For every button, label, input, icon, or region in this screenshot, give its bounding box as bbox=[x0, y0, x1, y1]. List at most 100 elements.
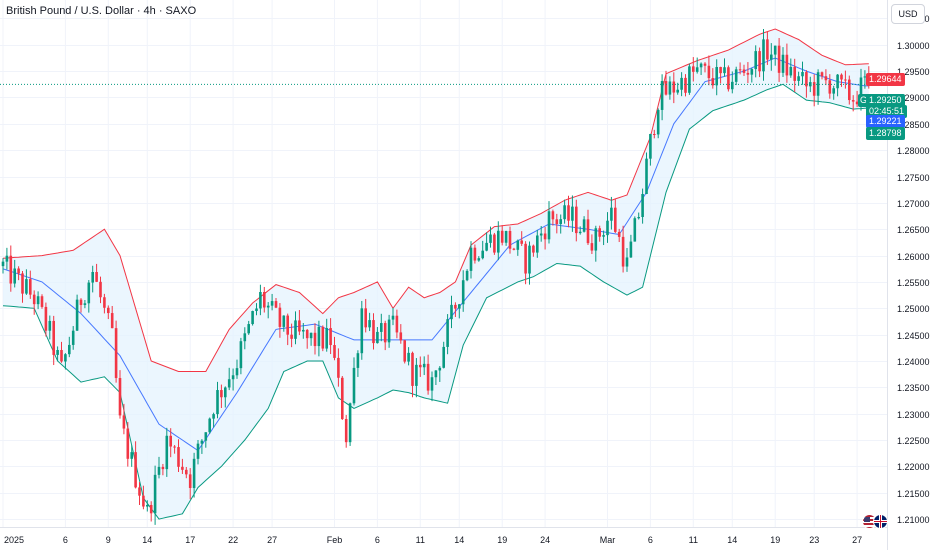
x-tick-label: 19 bbox=[497, 535, 507, 545]
candle-body bbox=[731, 81, 734, 90]
candle-body bbox=[263, 292, 266, 308]
currency-flags[interactable] bbox=[862, 514, 890, 530]
candle-body bbox=[575, 206, 578, 234]
candle-body bbox=[391, 315, 395, 320]
price-axis[interactable]: 1.21000 1.21500 1.22000 1.22500 1.23000 1.235… bbox=[897, 14, 930, 525]
candle-body bbox=[282, 315, 286, 327]
candle-body bbox=[196, 443, 200, 459]
y-tick-label: 1.26500 bbox=[897, 225, 930, 235]
candle-body bbox=[734, 69, 738, 82]
candle-body bbox=[840, 74, 843, 80]
x-tick-label: 22 bbox=[228, 535, 238, 545]
currency-button[interactable]: USD bbox=[891, 4, 925, 24]
candle-body bbox=[446, 319, 449, 347]
candle-body bbox=[231, 375, 235, 380]
candle-body bbox=[270, 301, 274, 306]
y-tick-label: 1.22000 bbox=[897, 462, 930, 472]
candle-body bbox=[259, 292, 262, 309]
candle-body bbox=[21, 273, 24, 294]
candle-body bbox=[185, 469, 188, 475]
candle-body bbox=[235, 368, 239, 376]
candle-body bbox=[481, 250, 484, 259]
candle-body bbox=[656, 109, 660, 135]
candle-body bbox=[625, 257, 629, 267]
candle-body bbox=[1, 261, 5, 267]
candle-body bbox=[165, 435, 169, 470]
candle-body bbox=[224, 387, 227, 398]
candle-body bbox=[169, 435, 172, 447]
candle-body bbox=[465, 270, 469, 281]
candle-body bbox=[602, 235, 605, 237]
bollinger-upper-line bbox=[2, 28, 869, 372]
y-tick-label: 1.28500 bbox=[897, 120, 930, 130]
candle-body bbox=[668, 81, 672, 95]
candle-body bbox=[372, 320, 375, 344]
candle-body bbox=[851, 100, 855, 102]
candle-body bbox=[122, 415, 126, 429]
candle-body bbox=[87, 282, 91, 304]
candle-body bbox=[243, 333, 247, 342]
candle-body bbox=[419, 364, 422, 368]
candle-body bbox=[777, 45, 781, 73]
candle-body bbox=[727, 67, 730, 90]
candle-body bbox=[680, 77, 683, 90]
candle-body bbox=[582, 219, 586, 232]
candle-body bbox=[142, 495, 145, 507]
candle-body bbox=[40, 296, 44, 307]
candle-body bbox=[208, 418, 211, 433]
candle-body bbox=[539, 233, 543, 236]
uk-flag-icon bbox=[873, 514, 888, 529]
candle-body bbox=[383, 323, 387, 343]
candle-body bbox=[493, 234, 496, 253]
candle-body bbox=[422, 363, 426, 368]
candle-body bbox=[649, 134, 652, 159]
candle-body bbox=[684, 77, 687, 93]
x-tick-label: 11 bbox=[689, 535, 698, 545]
candle-body bbox=[430, 377, 434, 391]
candle-body bbox=[227, 379, 231, 388]
candle-body bbox=[146, 504, 149, 507]
y-tick-label: 1.27000 bbox=[897, 199, 930, 209]
candle-body bbox=[723, 67, 726, 74]
candle-body bbox=[438, 367, 442, 371]
y-tick-label: 1.29500 bbox=[897, 67, 930, 77]
candle-body bbox=[177, 447, 180, 467]
candle-body bbox=[356, 353, 360, 368]
candle-body bbox=[216, 390, 219, 415]
time-axis[interactable]: 2025 6 9 14 17 22 27 Feb 6 11 14 19 24 Mar 6 11 14 19 23 27 bbox=[4, 535, 862, 545]
candle-body bbox=[118, 378, 122, 416]
bollinger-band-fill bbox=[3, 29, 869, 520]
candle-body bbox=[454, 304, 457, 309]
candle-body bbox=[781, 54, 785, 73]
candle-body bbox=[360, 308, 364, 354]
candle-body bbox=[44, 306, 48, 331]
candle-body bbox=[594, 228, 598, 251]
candle-body bbox=[516, 240, 520, 250]
candle-body bbox=[298, 320, 301, 332]
x-tick-label: 27 bbox=[852, 535, 862, 545]
basis-price-tag: 1.29221 bbox=[866, 115, 905, 128]
candle-body bbox=[352, 367, 356, 404]
candle-body bbox=[17, 268, 20, 274]
candle-body bbox=[134, 452, 137, 488]
candle-body bbox=[469, 247, 473, 271]
candle-body bbox=[551, 211, 555, 220]
candle-body bbox=[715, 66, 718, 86]
candle-body bbox=[750, 69, 754, 75]
candle-body bbox=[563, 205, 566, 220]
candle-body bbox=[333, 345, 336, 358]
candle-body bbox=[161, 466, 165, 470]
candle-body bbox=[71, 330, 75, 345]
candle-body bbox=[313, 332, 317, 347]
candle-body bbox=[571, 206, 574, 221]
y-tick-label: 1.24000 bbox=[897, 357, 930, 367]
candle-body bbox=[688, 66, 691, 93]
x-tick-label: Feb bbox=[327, 535, 343, 545]
candle-body bbox=[192, 458, 196, 488]
candle-body bbox=[212, 414, 215, 419]
candle-body bbox=[536, 235, 539, 253]
candle-body bbox=[621, 236, 625, 267]
candle-body bbox=[415, 364, 418, 386]
y-tick-label: 1.29000 bbox=[897, 93, 930, 103]
